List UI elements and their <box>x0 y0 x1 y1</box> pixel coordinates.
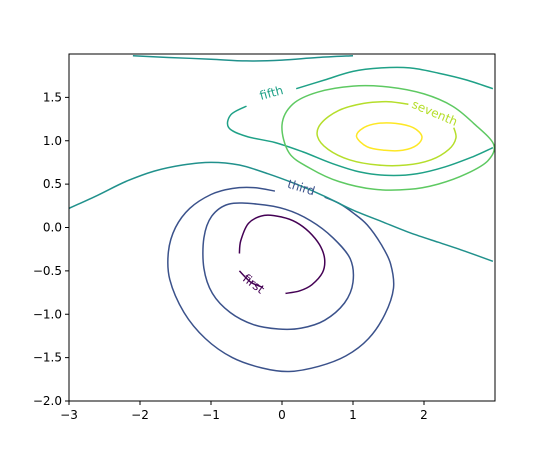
contour-line-6 <box>132 54 354 62</box>
x-tick-label: −2 <box>131 408 149 422</box>
contour-line-8 <box>226 105 494 177</box>
y-tick-label: −1.5 <box>33 351 62 365</box>
x-tick-label: −1 <box>202 408 220 422</box>
contour-line-3 <box>202 202 355 331</box>
contour-line-5 <box>69 161 494 263</box>
y-tick-label: −2.0 <box>33 394 62 408</box>
contour-line-2 <box>238 270 264 289</box>
contour-label-third: third <box>286 177 317 199</box>
y-tick-label: 1.5 <box>43 90 62 104</box>
x-tick-label: 0 <box>278 408 286 422</box>
contour-line-4 <box>167 186 395 373</box>
y-tick-label: 0.0 <box>43 221 62 235</box>
contour-label-fifth: fifth <box>258 83 285 103</box>
y-axis-ticks: −2.0 −1.5 −1.0 −0.5 0.0 0.5 1.0 1.5 <box>33 90 69 408</box>
contour-label-seventh: seventh <box>410 97 460 129</box>
x-tick-label: 1 <box>349 408 357 422</box>
y-tick-label: 1.0 <box>43 134 62 148</box>
contour-line-10 <box>316 100 457 167</box>
y-tick-label: 0.5 <box>43 177 62 191</box>
contour-line-11 <box>355 122 423 152</box>
x-tick-label: 2 <box>420 408 428 422</box>
contour-line-1 <box>238 214 326 295</box>
y-tick-label: −0.5 <box>33 264 62 278</box>
contour-line-9 <box>281 84 495 191</box>
contour-lines <box>69 54 495 373</box>
y-tick-label: −1.0 <box>33 307 62 321</box>
contour-line-7 <box>295 66 494 90</box>
x-tick-label: −3 <box>60 408 78 422</box>
x-axis-ticks: −3 −2 −1 0 1 2 <box>60 401 428 422</box>
